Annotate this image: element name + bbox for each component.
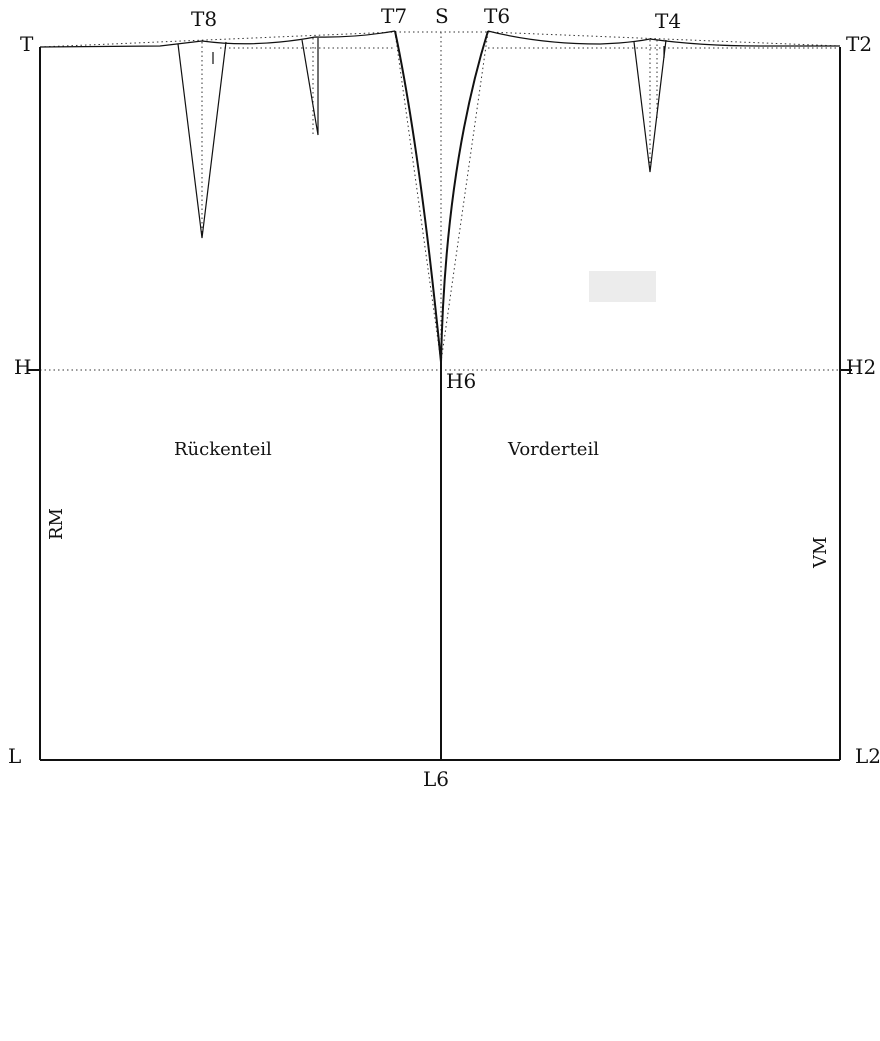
label-l: L (8, 744, 21, 768)
label-t8: T8 (191, 7, 217, 31)
label-h: H (14, 355, 31, 379)
label-t7: T7 (381, 4, 407, 28)
gray-patch (589, 271, 656, 302)
side-seams (394, 30, 489, 363)
point-labels: T T2 T8 T7 S T6 T4 H H2 H6 L L2 L6 (8, 4, 880, 791)
label-front-piece: Vorderteil (507, 439, 599, 460)
label-l2: L2 (855, 744, 880, 768)
label-back-piece: Rückenteil (174, 439, 272, 460)
label-s: S (435, 4, 449, 28)
guide-lines (39, 31, 841, 371)
front-dart (633, 39, 667, 173)
label-front-center: VM (810, 537, 831, 569)
label-t2: T2 (846, 32, 872, 56)
darts (177, 38, 667, 239)
label-t6: T6 (484, 4, 510, 28)
label-h6: H6 (446, 369, 476, 393)
label-back-center: RM (46, 508, 67, 540)
label-t4: T4 (655, 9, 681, 33)
piece-labels: Rückenteil Vorderteil RM VM (46, 439, 831, 569)
label-h2: H2 (846, 355, 876, 379)
label-t: T (20, 32, 34, 56)
label-l6: L6 (423, 767, 449, 791)
waistline (39, 30, 840, 48)
back-dart-1 (177, 41, 227, 239)
back-dart-2 (301, 38, 319, 136)
pattern-outline (28, 47, 852, 761)
